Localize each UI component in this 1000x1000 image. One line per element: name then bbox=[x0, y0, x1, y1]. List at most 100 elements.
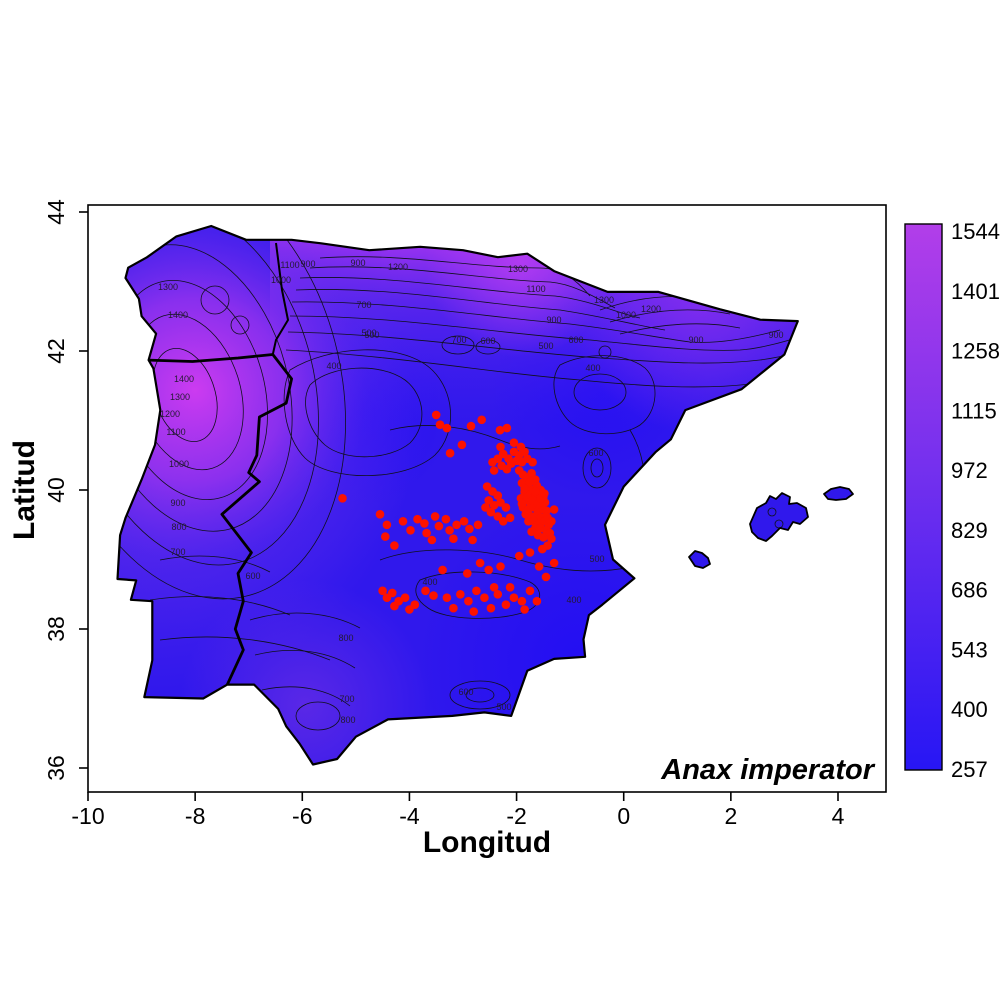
occurrence-point bbox=[405, 605, 414, 614]
occurrence-point bbox=[514, 551, 524, 561]
ibiza-island bbox=[688, 550, 711, 569]
occurrence-point bbox=[547, 517, 556, 526]
menorca-island bbox=[823, 486, 854, 501]
occurrence-point bbox=[496, 442, 505, 452]
x-tick-label: -6 bbox=[292, 803, 312, 829]
occurrence-point bbox=[505, 513, 515, 523]
occurrence-point bbox=[381, 532, 390, 541]
colorbar-tick-label: 686 bbox=[951, 578, 988, 603]
contour-label: 1200 bbox=[160, 409, 180, 419]
occurrence-point bbox=[449, 603, 458, 613]
contour-label: 500 bbox=[364, 330, 379, 340]
y-tick-label: 36 bbox=[43, 755, 69, 781]
colorbar-tick-label: 257 bbox=[951, 757, 988, 782]
contour-label: 1400 bbox=[174, 374, 194, 384]
contour-label: 600 bbox=[588, 448, 603, 458]
contour-label: 400 bbox=[422, 577, 437, 587]
occurrence-point bbox=[525, 548, 535, 557]
occurrence-point bbox=[475, 558, 485, 568]
contour-label: 1300 bbox=[170, 392, 190, 402]
occurrence-point bbox=[516, 442, 526, 452]
occurrence-point bbox=[532, 596, 542, 606]
occurrence-point bbox=[539, 533, 548, 542]
occurrence-point bbox=[509, 593, 519, 602]
occurrence-point bbox=[517, 499, 527, 509]
colorbar bbox=[904, 223, 943, 771]
occurrence-point bbox=[449, 534, 458, 543]
contour-label: 1300 bbox=[594, 295, 614, 305]
contour-label: 1100 bbox=[166, 427, 185, 437]
mallorca-island bbox=[749, 492, 809, 542]
portugal-spain-border bbox=[148, 353, 293, 686]
occurrence-point bbox=[517, 596, 527, 606]
occurrence-point bbox=[382, 520, 392, 530]
occurrence-point bbox=[531, 487, 540, 496]
occurrence-point bbox=[452, 520, 461, 530]
contour-label: 1000 bbox=[271, 275, 291, 285]
contour-label: 900 bbox=[768, 330, 783, 340]
contour-label: 500 bbox=[589, 554, 604, 564]
occurrence-point bbox=[480, 593, 489, 602]
occurrence-point bbox=[489, 583, 499, 592]
y-tick-label: 38 bbox=[43, 616, 69, 642]
contour-label: 600 bbox=[245, 571, 260, 581]
contour-label: 900 bbox=[170, 498, 185, 508]
occurrence-point bbox=[549, 505, 559, 514]
contour-label: 1200 bbox=[641, 304, 661, 314]
x-axis-label: Longitud bbox=[423, 826, 551, 859]
occurrence-point bbox=[528, 457, 537, 467]
x-ticks: -10 -8 -6 -4 -2 0 2 4 bbox=[71, 792, 845, 829]
x-tick-label: -10 bbox=[71, 803, 104, 829]
colorbar-tick-label: 1115 bbox=[951, 398, 997, 423]
occurrence-point bbox=[501, 503, 511, 512]
contour-label: 1100 bbox=[526, 284, 545, 294]
species-annotation: Anax imperator bbox=[660, 754, 875, 786]
contour-label: 800 bbox=[338, 633, 353, 643]
colorbar-tick-label: 1401 bbox=[951, 279, 1000, 304]
occurrence-point bbox=[543, 541, 552, 550]
occurrence-point bbox=[441, 514, 451, 524]
occurrence-point bbox=[549, 558, 559, 568]
contour-label: 400 bbox=[585, 363, 600, 373]
contour-label: 900 bbox=[350, 258, 365, 268]
occurrence-point bbox=[468, 535, 477, 545]
occurrence-point bbox=[442, 593, 452, 602]
occurrence-point bbox=[459, 517, 469, 526]
y-ticks: 36 38 40 42 44 bbox=[43, 199, 88, 781]
occurrence-point bbox=[486, 603, 496, 613]
occurrence-point bbox=[445, 448, 455, 458]
colorbar-tick-label: 1258 bbox=[951, 339, 1000, 364]
occurrence-point bbox=[388, 588, 397, 598]
occurrence-point bbox=[390, 601, 399, 611]
occurrence-point bbox=[481, 503, 490, 512]
occurrence-point bbox=[493, 491, 503, 500]
contour-labels-layer: 1100 1200 13001100900100090013001400140013… bbox=[158, 258, 784, 725]
occurrence-point bbox=[469, 607, 479, 616]
colorbar-labels: 1544 1401 1258 1115 972 829 686 543 400 257 bbox=[951, 219, 1000, 782]
occurrence-point bbox=[442, 423, 452, 433]
iberia-coastline bbox=[116, 224, 799, 766]
colorbar-tick-label: 829 bbox=[951, 518, 988, 543]
y-tick-label: 44 bbox=[43, 199, 69, 225]
occurrence-point bbox=[489, 466, 499, 475]
y-axis-label: Latitud bbox=[8, 440, 41, 540]
occurrence-point bbox=[547, 534, 556, 543]
occurrence-point bbox=[520, 605, 529, 614]
contour-label: 1000 bbox=[616, 310, 636, 320]
colorbar-tick-label: 972 bbox=[951, 458, 988, 483]
x-tick-label: -4 bbox=[399, 803, 420, 829]
occurrence-point bbox=[435, 420, 445, 430]
occurrence-point bbox=[406, 526, 415, 535]
occurrence-point bbox=[434, 521, 444, 531]
occurrence-point bbox=[541, 572, 551, 582]
occurrence-point bbox=[534, 562, 544, 571]
occurrence-point bbox=[540, 489, 549, 498]
occurrence-point bbox=[505, 583, 515, 592]
colorbar-tick-label: 400 bbox=[951, 697, 988, 722]
occurrence-point bbox=[465, 524, 474, 534]
occurrence-point bbox=[420, 519, 429, 528]
occurrence-point bbox=[472, 586, 481, 596]
occurrence-point bbox=[495, 425, 505, 435]
occurrence-point bbox=[338, 494, 347, 503]
